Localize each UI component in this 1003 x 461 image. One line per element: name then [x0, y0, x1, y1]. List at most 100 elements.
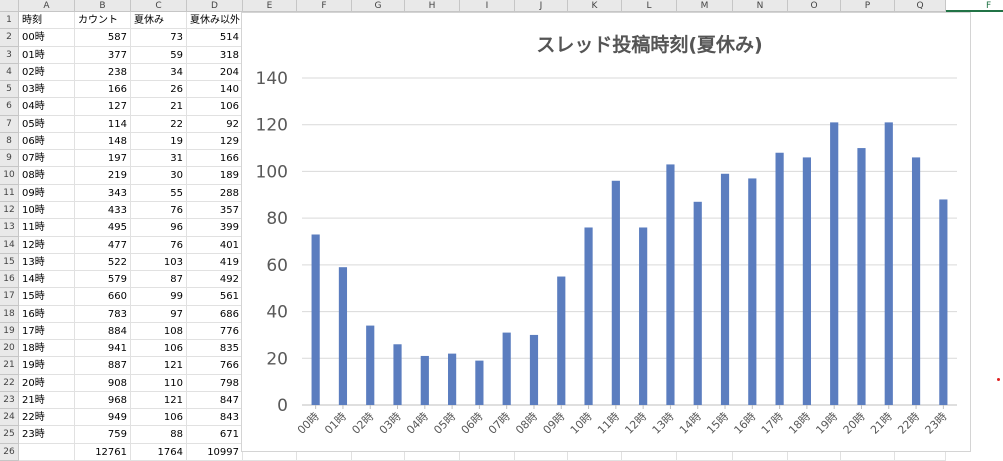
cell[interactable]: 522	[75, 253, 131, 272]
cell[interactable]: 887	[75, 357, 131, 375]
cell[interactable]: 759	[75, 426, 131, 444]
cell[interactable]: 08時	[19, 167, 75, 185]
cell[interactable]: 59	[131, 46, 187, 64]
column-header-n[interactable]: N	[733, 0, 788, 12]
cell[interactable]: 477	[75, 236, 131, 254]
cell[interactable]: 766	[187, 357, 243, 375]
cell[interactable]: 30	[131, 167, 187, 185]
row-header[interactable]: 8	[0, 132, 19, 151]
cell[interactable]: 660	[75, 288, 131, 306]
column-header-h[interactable]: H	[405, 0, 460, 12]
cell[interactable]: 492	[187, 271, 243, 289]
cell[interactable]: 夏休み以外	[187, 12, 243, 30]
column-header-l[interactable]: L	[622, 0, 677, 12]
row-header[interactable]: 18	[0, 305, 19, 323]
row-header[interactable]: 26	[0, 443, 19, 461]
column-header-i[interactable]: I	[460, 0, 515, 12]
column-header-o[interactable]: O	[788, 0, 841, 12]
cell[interactable]: 87	[131, 271, 187, 289]
column-header-b[interactable]: B	[75, 0, 131, 12]
column-header-p[interactable]: P	[841, 0, 895, 12]
cell[interactable]: 99	[131, 288, 187, 306]
cell[interactable]: 140	[187, 81, 243, 99]
cell[interactable]: 106	[131, 409, 187, 427]
cell[interactable]: 495	[75, 219, 131, 237]
cell[interactable]: 夏休み	[131, 12, 187, 30]
row-header[interactable]: 3	[0, 46, 19, 64]
cell[interactable]: 73	[131, 29, 187, 47]
row-header[interactable]: 23	[0, 391, 19, 410]
cell[interactable]: 318	[187, 46, 243, 64]
row-header[interactable]: 25	[0, 426, 19, 444]
cell[interactable]: 10時	[19, 201, 75, 220]
row-header[interactable]: 24	[0, 409, 19, 427]
row-header[interactable]: 5	[0, 81, 19, 99]
cell[interactable]: 908	[75, 374, 131, 392]
cell[interactable]: 357	[187, 201, 243, 220]
cell[interactable]: 148	[75, 132, 131, 151]
cell[interactable]: 11時	[19, 219, 75, 237]
cell[interactable]: 103	[131, 253, 187, 272]
cell[interactable]: 189	[187, 167, 243, 185]
cell[interactable]: 401	[187, 236, 243, 254]
cell[interactable]: カウント	[75, 12, 131, 30]
row-header[interactable]: 12	[0, 201, 19, 220]
bar-chart[interactable]: スレッド投稿時刻(夏休み) 0 20 40 60 80 100 120 140 00時 01時 02時…	[241, 12, 971, 452]
cell[interactable]: 92	[187, 115, 243, 133]
cell[interactable]: 579	[75, 271, 131, 289]
cell[interactable]: 587	[75, 29, 131, 47]
cell[interactable]: 07時	[19, 150, 75, 168]
cell[interactable]: 22	[131, 115, 187, 133]
cell[interactable]: 1764	[131, 443, 187, 461]
cell[interactable]: 968	[75, 391, 131, 410]
cell[interactable]: 106	[187, 98, 243, 116]
row-header[interactable]: 11	[0, 184, 19, 202]
cell[interactable]: 10997	[187, 443, 243, 461]
row-header[interactable]: 4	[0, 63, 19, 82]
cell[interactable]: 01時	[19, 46, 75, 64]
cell[interactable]: 377	[75, 46, 131, 64]
cell[interactable]: 686	[187, 305, 243, 323]
cell[interactable]: 129	[187, 132, 243, 151]
row-header[interactable]: 20	[0, 340, 19, 358]
cell[interactable]: 05時	[19, 115, 75, 133]
cell[interactable]: 76	[131, 201, 187, 220]
column-header-c[interactable]: C	[131, 0, 187, 12]
cell[interactable]: 776	[187, 322, 243, 341]
cell[interactable]: 884	[75, 322, 131, 341]
cell[interactable]: 21	[131, 98, 187, 116]
cell[interactable]: 941	[75, 340, 131, 358]
column-header-e[interactable]: E	[243, 0, 297, 12]
cell[interactable]: 00時	[19, 29, 75, 47]
cell[interactable]: 166	[187, 150, 243, 168]
row-header[interactable]: 22	[0, 374, 19, 392]
column-header-j[interactable]: J	[515, 0, 568, 12]
cell[interactable]: 671	[187, 426, 243, 444]
cell[interactable]: 16時	[19, 305, 75, 323]
cell[interactable]: 13時	[19, 253, 75, 272]
row-header[interactable]: 17	[0, 288, 19, 306]
cell[interactable]: 19時	[19, 357, 75, 375]
column-header-f[interactable]: F	[297, 0, 352, 12]
cell[interactable]: 06時	[19, 132, 75, 151]
cell[interactable]: 03時	[19, 81, 75, 99]
column-header-a[interactable]: A	[19, 0, 75, 12]
cell[interactable]: 288	[187, 184, 243, 202]
cell[interactable]: 20時	[19, 374, 75, 392]
cell[interactable]: 108	[131, 322, 187, 341]
cell[interactable]: 31	[131, 150, 187, 168]
cell[interactable]: 34	[131, 63, 187, 82]
column-header-q[interactable]: Q	[895, 0, 946, 12]
cell[interactable]: 835	[187, 340, 243, 358]
row-header[interactable]: 14	[0, 236, 19, 254]
cell[interactable]: 847	[187, 391, 243, 410]
cell[interactable]: 433	[75, 201, 131, 220]
cell[interactable]: 219	[75, 167, 131, 185]
cell[interactable]: 783	[75, 305, 131, 323]
column-header-m[interactable]: M	[677, 0, 733, 12]
cell[interactable]: 15時	[19, 288, 75, 306]
row-header[interactable]: 9	[0, 150, 19, 168]
cell[interactable]: 114	[75, 115, 131, 133]
row-header[interactable]: 21	[0, 357, 19, 375]
